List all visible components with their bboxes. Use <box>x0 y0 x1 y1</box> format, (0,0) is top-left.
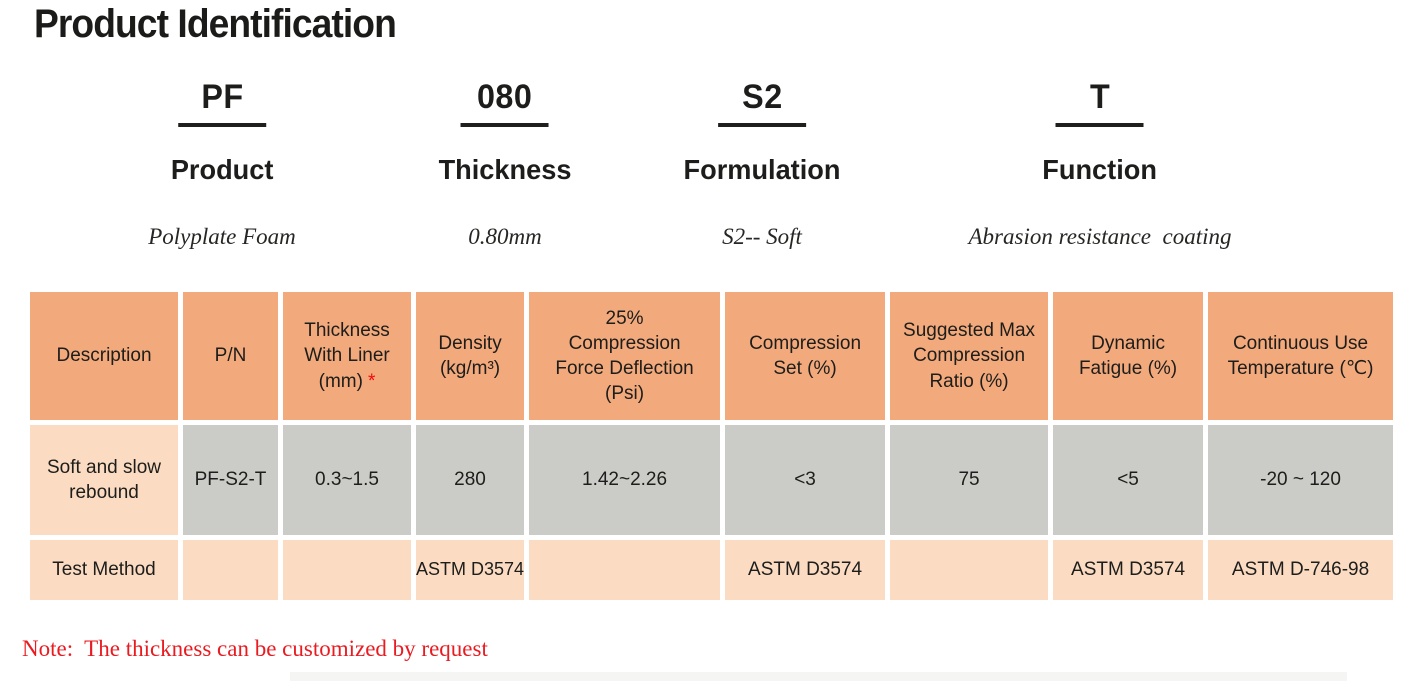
cell-test-method-thickness <box>283 540 411 600</box>
page-title: Product Identification <box>34 2 397 46</box>
code-column-thickness: 080 Thickness 0.80mm <box>437 80 574 248</box>
cell-test-method-temperature: ASTM D-746-98 <box>1208 540 1394 600</box>
code-value-function: T <box>1089 78 1111 116</box>
table-header-row: Description P/N Thickness With Liner (mm… <box>30 292 1394 420</box>
cell-test-method-pn <box>183 540 278 600</box>
code-description-formulation: S2-- Soft <box>722 224 802 249</box>
header-dynamic-fatigue: Dynamic Fatigue (%) <box>1053 292 1204 420</box>
code-underline <box>717 123 806 127</box>
code-underline <box>1055 123 1144 127</box>
product-data-row: Soft and slow rebound PF-S2-T 0.3~1.5 28… <box>30 425 1394 535</box>
test-method-row: Test Method ASTM D3574 ASTM D3574 ASTM D… <box>30 540 1394 600</box>
code-label-product: Product <box>170 154 274 185</box>
header-compression-set: Compression Set (%) <box>725 292 886 420</box>
cell-thickness: 0.3~1.5 <box>283 425 411 535</box>
customization-note: Note: The thickness can be customized by… <box>22 636 488 661</box>
cell-description: Soft and slow rebound <box>30 425 178 535</box>
code-label-thickness: Thickness <box>438 154 572 185</box>
code-value-formulation: S2 <box>741 78 783 116</box>
code-value-product: PF <box>200 78 244 116</box>
code-description-thickness: 0.80mm <box>468 224 542 249</box>
code-description-function: Abrasion resistance coating <box>968 224 1232 249</box>
code-description-product: Polyplate Foam <box>148 224 296 249</box>
next-section-edge <box>290 672 1347 681</box>
header-suggested-max-compression-ratio: Suggested Max Compression Ratio (%) <box>890 292 1049 420</box>
code-value-thickness: 080 <box>477 78 533 116</box>
cell-continuous-use-temperature: -20 ~ 120 <box>1208 425 1394 535</box>
code-underline <box>177 123 266 127</box>
header-pn: P/N <box>183 292 278 420</box>
code-label-formulation: Formulation <box>683 154 841 185</box>
cell-test-method-label: Test Method <box>30 540 178 600</box>
cell-dynamic-fatigue: <5 <box>1053 425 1204 535</box>
cell-suggested-max-compression-ratio: 75 <box>890 425 1049 535</box>
header-description: Description <box>30 292 178 420</box>
cell-test-method-compression-set: ASTM D3574 <box>725 540 886 600</box>
code-underline <box>460 123 549 127</box>
cell-test-method-max-ratio <box>890 540 1049 600</box>
header-density: Density (kg/m³) <box>416 292 525 420</box>
cell-pn: PF-S2-T <box>183 425 278 535</box>
header-continuous-use-temperature: Continuous Use Temperature (℃) <box>1208 292 1394 420</box>
cell-test-method-cfd <box>529 540 721 600</box>
code-column-function: T Function Abrasion resistance coating <box>969 80 1232 248</box>
cell-test-method-dynamic-fatigue: ASTM D3574 <box>1053 540 1204 600</box>
required-asterisk: * <box>367 370 376 392</box>
cell-compression-force-deflection: 1.42~2.26 <box>529 425 721 535</box>
code-column-product: PF Product Polyplate Foam <box>148 80 296 248</box>
cell-compression-set: <3 <box>725 425 886 535</box>
spec-table: Description P/N Thickness With Liner (mm… <box>25 287 1398 605</box>
header-compression-force-deflection: 25% Compression Force Deflection (Psi) <box>529 292 721 420</box>
code-column-formulation: S2 Formulation S2-- Soft <box>681 80 843 248</box>
cell-density: 280 <box>416 425 525 535</box>
code-label-function: Function <box>1042 154 1158 185</box>
cell-test-method-density: ASTM D3574 <box>416 540 525 600</box>
header-thickness-with-liner: Thickness With Liner (mm) * <box>283 292 411 420</box>
